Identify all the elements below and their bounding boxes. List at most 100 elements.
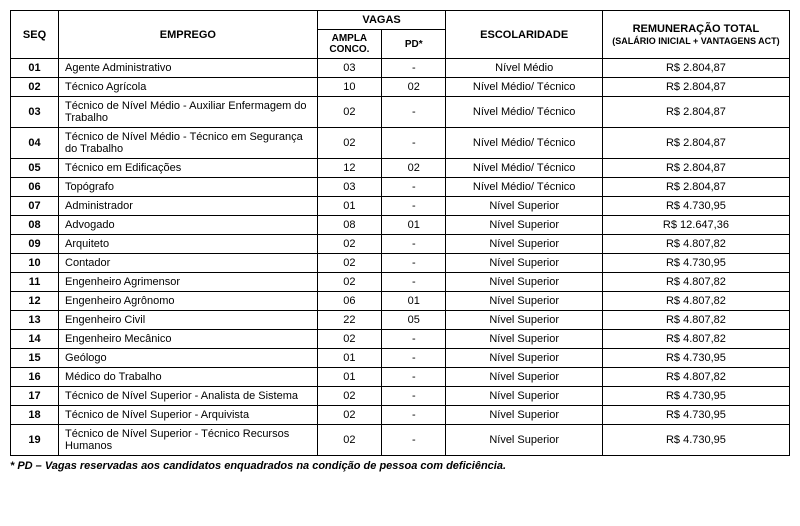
cell-seq: 19	[11, 425, 59, 456]
cell-escolaridade: Nível Superior	[446, 197, 602, 216]
cell-emprego: Contador	[59, 254, 318, 273]
table-row: 17Técnico de Nível Superior - Analista d…	[11, 387, 790, 406]
cell-pd: -	[382, 406, 446, 425]
cell-pd: -	[382, 178, 446, 197]
cell-remuneracao: R$ 2.804,87	[602, 178, 789, 197]
cell-pd: 01	[382, 292, 446, 311]
cell-seq: 15	[11, 349, 59, 368]
table-row: 14Engenheiro Mecânico02-Nível SuperiorR$…	[11, 330, 790, 349]
cell-emprego: Administrador	[59, 197, 318, 216]
table-row: 11Engenheiro Agrimensor02-Nível Superior…	[11, 273, 790, 292]
cell-escolaridade: Nível Superior	[446, 368, 602, 387]
cell-ampla: 08	[317, 216, 381, 235]
cell-seq: 03	[11, 97, 59, 128]
cell-escolaridade: Nível Superior	[446, 330, 602, 349]
cell-ampla: 01	[317, 368, 381, 387]
cell-seq: 01	[11, 59, 59, 78]
cell-remuneracao: R$ 4.807,82	[602, 330, 789, 349]
cell-pd: -	[382, 197, 446, 216]
header-remuneracao: REMUNERAÇÃO TOTAL (SALÁRIO INICIAL + VAN…	[602, 11, 789, 59]
table-row: 05Técnico em Edificações1202Nível Médio/…	[11, 159, 790, 178]
table-row: 07Administrador01-Nível SuperiorR$ 4.730…	[11, 197, 790, 216]
cell-escolaridade: Nível Médio/ Técnico	[446, 78, 602, 97]
cell-remuneracao: R$ 4.807,82	[602, 273, 789, 292]
cell-ampla: 02	[317, 425, 381, 456]
jobs-table: SEQ EMPREGO VAGAS ESCOLARIDADE REMUNERAÇ…	[10, 10, 790, 456]
cell-remuneracao: R$ 12.647,36	[602, 216, 789, 235]
cell-pd: -	[382, 97, 446, 128]
cell-escolaridade: Nível Médio/ Técnico	[446, 97, 602, 128]
cell-emprego: Técnico Agrícola	[59, 78, 318, 97]
cell-emprego: Advogado	[59, 216, 318, 235]
cell-pd: -	[382, 349, 446, 368]
cell-escolaridade: Nível Médio/ Técnico	[446, 128, 602, 159]
table-row: 18Técnico de Nível Superior - Arquivista…	[11, 406, 790, 425]
cell-pd: 01	[382, 216, 446, 235]
header-ampla: AMPLA CONCO.	[317, 30, 381, 59]
header-emprego: EMPREGO	[59, 11, 318, 59]
cell-seq: 02	[11, 78, 59, 97]
table-row: 08Advogado0801Nível SuperiorR$ 12.647,36	[11, 216, 790, 235]
table-body: 01Agente Administrativo03-Nível MédioR$ …	[11, 59, 790, 456]
cell-pd: -	[382, 387, 446, 406]
table-row: 13Engenheiro Civil2205Nível SuperiorR$ 4…	[11, 311, 790, 330]
cell-seq: 06	[11, 178, 59, 197]
cell-ampla: 22	[317, 311, 381, 330]
cell-seq: 05	[11, 159, 59, 178]
cell-seq: 12	[11, 292, 59, 311]
cell-seq: 07	[11, 197, 59, 216]
cell-pd: 02	[382, 78, 446, 97]
cell-ampla: 12	[317, 159, 381, 178]
cell-escolaridade: Nível Médio/ Técnico	[446, 178, 602, 197]
cell-emprego: Agente Administrativo	[59, 59, 318, 78]
cell-emprego: Médico do Trabalho	[59, 368, 318, 387]
cell-emprego: Arquiteto	[59, 235, 318, 254]
cell-pd: -	[382, 59, 446, 78]
cell-ampla: 03	[317, 178, 381, 197]
cell-ampla: 01	[317, 197, 381, 216]
cell-pd: -	[382, 235, 446, 254]
cell-emprego: Engenheiro Agrimensor	[59, 273, 318, 292]
cell-emprego: Técnico de Nível Superior - Analista de …	[59, 387, 318, 406]
cell-seq: 09	[11, 235, 59, 254]
cell-remuneracao: R$ 4.807,82	[602, 292, 789, 311]
table-row: 02Técnico Agrícola1002Nível Médio/ Técni…	[11, 78, 790, 97]
cell-seq: 16	[11, 368, 59, 387]
cell-seq: 14	[11, 330, 59, 349]
cell-ampla: 02	[317, 273, 381, 292]
cell-ampla: 02	[317, 406, 381, 425]
table-row: 09Arquiteto02-Nível SuperiorR$ 4.807,82	[11, 235, 790, 254]
cell-escolaridade: Nível Médio	[446, 59, 602, 78]
cell-ampla: 02	[317, 254, 381, 273]
cell-pd: -	[382, 330, 446, 349]
cell-seq: 08	[11, 216, 59, 235]
table-row: 01Agente Administrativo03-Nível MédioR$ …	[11, 59, 790, 78]
cell-emprego: Topógrafo	[59, 178, 318, 197]
cell-ampla: 02	[317, 330, 381, 349]
header-vagas: VAGAS	[317, 11, 446, 30]
table-row: 19Técnico de Nível Superior - Técnico Re…	[11, 425, 790, 456]
cell-remuneracao: R$ 2.804,87	[602, 159, 789, 178]
cell-seq: 18	[11, 406, 59, 425]
cell-remuneracao: R$ 4.730,95	[602, 406, 789, 425]
cell-pd: -	[382, 425, 446, 456]
cell-remuneracao: R$ 4.807,82	[602, 235, 789, 254]
cell-ampla: 03	[317, 59, 381, 78]
cell-pd: -	[382, 368, 446, 387]
footnote-pd: * PD – Vagas reservadas aos candidatos e…	[10, 460, 790, 472]
cell-escolaridade: Nível Superior	[446, 216, 602, 235]
table-row: 06Topógrafo03-Nível Médio/ TécnicoR$ 2.8…	[11, 178, 790, 197]
header-remun-line2: (SALÁRIO INICIAL + VANTAGENS ACT)	[612, 36, 779, 46]
cell-remuneracao: R$ 4.730,95	[602, 425, 789, 456]
header-pd: PD*	[382, 30, 446, 59]
cell-seq: 10	[11, 254, 59, 273]
cell-ampla: 10	[317, 78, 381, 97]
header-seq: SEQ	[11, 11, 59, 59]
cell-pd: 02	[382, 159, 446, 178]
cell-emprego: Engenheiro Agrônomo	[59, 292, 318, 311]
cell-emprego: Técnico de Nível Superior - Técnico Recu…	[59, 425, 318, 456]
cell-seq: 17	[11, 387, 59, 406]
cell-escolaridade: Nível Superior	[446, 387, 602, 406]
cell-escolaridade: Nível Médio/ Técnico	[446, 159, 602, 178]
cell-pd: -	[382, 273, 446, 292]
